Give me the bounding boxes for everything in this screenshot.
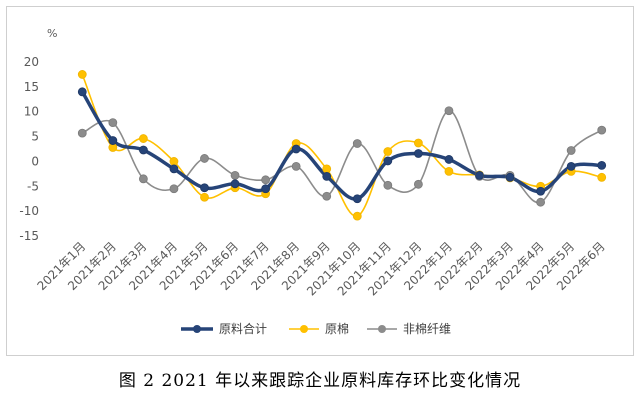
- data-point: [169, 157, 179, 166]
- data-point: [413, 179, 423, 189]
- chart-frame: % 20 15 10 5 0 -5 -10 -15 2021年1月 2021年2月 2021年3月…: [6, 6, 634, 356]
- data-point: [413, 138, 423, 148]
- y-tick-label: 20: [24, 55, 39, 69]
- data-point: [444, 155, 454, 164]
- data-point: [383, 180, 393, 190]
- data-point: [322, 191, 332, 201]
- data-point: [261, 184, 271, 194]
- data-point: [230, 170, 240, 180]
- data-point: [108, 118, 118, 128]
- y-tick-label: -5: [27, 179, 39, 193]
- series-line: [80, 90, 602, 201]
- data-point: [138, 145, 148, 155]
- data-point: [200, 183, 209, 193]
- data-point: [230, 179, 240, 189]
- data-point: [322, 164, 332, 174]
- series-line: [81, 74, 602, 217]
- data-point: [444, 166, 454, 176]
- data-point: [138, 174, 148, 184]
- legend-label: 原料合计: [219, 321, 267, 336]
- data-point: [352, 211, 362, 221]
- data-point: [138, 134, 148, 143]
- data-point: [383, 156, 393, 166]
- data-point: [291, 161, 301, 171]
- data-point: [597, 172, 607, 182]
- data-point: [536, 186, 546, 196]
- y-tick-label: 5: [31, 130, 39, 144]
- legend-marker: [378, 325, 386, 333]
- data-point: [597, 125, 607, 135]
- data-point: [597, 161, 607, 170]
- y-axis-ticks: 20 15 10 5 0 -5 -10 -15: [19, 55, 39, 243]
- data-point: [322, 171, 332, 181]
- legend-label: 非棉纤维: [403, 322, 451, 336]
- y-tick-label: -10: [19, 204, 39, 218]
- data-point: [108, 136, 118, 145]
- data-point: [77, 70, 87, 79]
- y-tick-label: 0: [31, 154, 39, 168]
- legend: 原料合计 原棉 非棉纤维: [181, 321, 451, 336]
- data-point: [77, 87, 87, 97]
- series-line: [81, 109, 603, 204]
- legend-label: 原棉: [325, 322, 349, 336]
- data-point: [505, 172, 515, 182]
- data-point: [566, 146, 576, 155]
- y-axis-unit: %: [47, 27, 57, 40]
- line-chart: % 20 15 10 5 0 -5 -10 -15 2021年1月2021年2月2021年3月…: [19, 27, 608, 336]
- data-point: [383, 147, 393, 156]
- data-point: [536, 197, 546, 207]
- x-axis-ticks: 2021年1月2021年2月2021年3月2021年4月2021年5月2021年…: [35, 239, 608, 298]
- data-point: [352, 194, 362, 204]
- data-point: [413, 149, 423, 158]
- data-point: [169, 164, 179, 174]
- data-point: [566, 161, 576, 171]
- legend-marker: [193, 325, 201, 333]
- data-point: [444, 106, 454, 116]
- y-tick-label: 15: [24, 80, 39, 94]
- y-tick-label: 10: [24, 105, 39, 119]
- data-point: [200, 192, 209, 202]
- data-point: [261, 175, 271, 185]
- data-point: [200, 154, 209, 163]
- data-point: [291, 144, 301, 154]
- data-point: [475, 170, 484, 180]
- legend-marker: [300, 325, 308, 333]
- series-layer: [77, 70, 607, 221]
- data-point: [169, 184, 179, 194]
- y-tick-label: -15: [19, 229, 39, 243]
- figure-caption: 图 2 2021 年以来跟踪企业原料库存环比变化情况: [118, 371, 522, 391]
- data-point: [352, 139, 362, 148]
- data-point: [77, 128, 87, 138]
